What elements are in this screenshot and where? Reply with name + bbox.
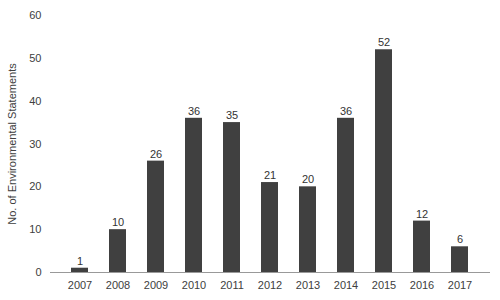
svg-text:2007: 2007 (68, 279, 92, 291)
svg-text:10: 10 (112, 216, 124, 228)
svg-text:2015: 2015 (372, 279, 396, 291)
svg-text:20: 20 (302, 173, 314, 185)
svg-text:2011: 2011 (220, 279, 244, 291)
svg-text:2010: 2010 (182, 279, 206, 291)
svg-text:0: 0 (35, 266, 41, 278)
svg-text:2017: 2017 (448, 279, 472, 291)
svg-text:2013: 2013 (296, 279, 320, 291)
svg-text:2012: 2012 (258, 279, 282, 291)
svg-text:12: 12 (416, 208, 428, 220)
svg-text:52: 52 (378, 36, 390, 48)
svg-text:26: 26 (150, 148, 162, 160)
svg-text:36: 36 (188, 105, 200, 117)
svg-text:21: 21 (264, 169, 276, 181)
svg-text:35: 35 (226, 109, 238, 121)
svg-text:6: 6 (457, 233, 463, 245)
svg-text:30: 30 (29, 138, 41, 150)
svg-text:50: 50 (29, 52, 41, 64)
svg-text:20: 20 (29, 180, 41, 192)
svg-text:2009: 2009 (144, 279, 168, 291)
svg-text:2008: 2008 (106, 279, 130, 291)
svg-text:2014: 2014 (334, 279, 358, 291)
svg-text:10: 10 (29, 223, 41, 235)
svg-text:No. of Environmental Statement: No. of Environmental Statements (6, 63, 18, 225)
svg-text:40: 40 (29, 95, 41, 107)
svg-text:1: 1 (77, 255, 83, 267)
svg-text:2016: 2016 (410, 279, 434, 291)
svg-text:36: 36 (340, 105, 352, 117)
svg-text:60: 60 (29, 9, 41, 21)
